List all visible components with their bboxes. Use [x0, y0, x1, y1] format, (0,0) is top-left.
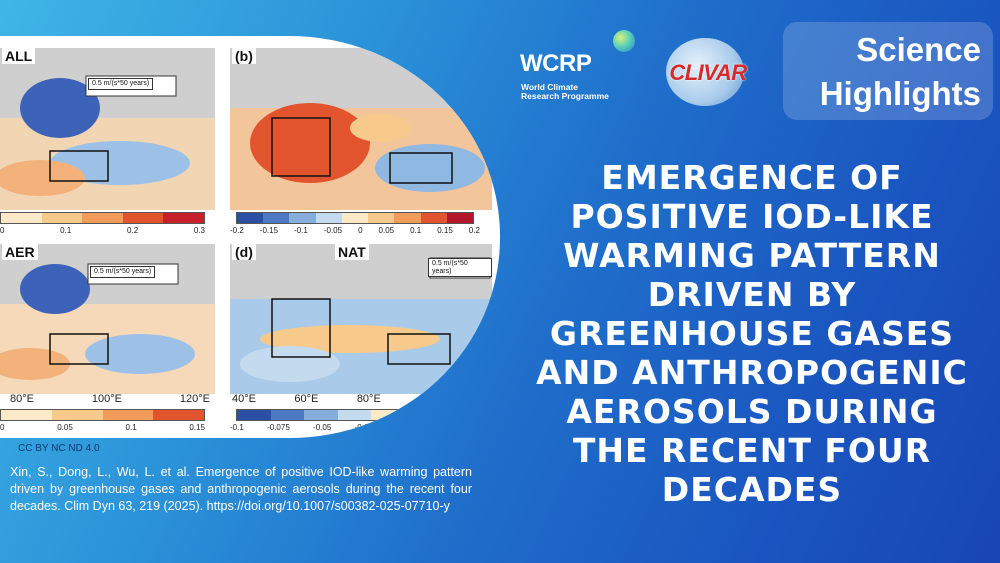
- map-nat-graphic: [230, 244, 492, 394]
- tick: 0.05: [378, 226, 395, 235]
- colorbar-all: [0, 212, 205, 224]
- colorbar-ticks-nat: -0.1 -0.075 -0.05 -0.025 0: [230, 423, 405, 432]
- tick: 0: [0, 226, 5, 235]
- headline-line: AND ANTHROPOGENIC: [536, 353, 968, 392]
- badge-line-highlights: Highlights: [819, 75, 981, 112]
- colorbar-ticks-all: 0 0.1 0.2 0.3: [0, 226, 205, 235]
- colorbar-ghg: [236, 212, 474, 224]
- x-ticks-nat: 40°E 60°E 80°E 100°: [232, 393, 442, 405]
- headline-line: POSITIVE IOD-LIKE: [570, 197, 934, 236]
- panel-tag-aer: AER: [2, 244, 38, 260]
- tick: 0.1: [410, 226, 422, 235]
- tick: 0: [358, 226, 363, 235]
- tick: 0.1: [60, 226, 72, 235]
- headline: EMERGENCE OF POSITIVE IOD-LIKE WARMING P…: [522, 158, 982, 509]
- license-credit: CC BY NC ND 4.0: [18, 443, 100, 454]
- colorbar-ticks-aer: 0 0.05 0.1 0.15: [0, 423, 205, 432]
- wcrp-subtitle: World Climate Research Programme: [521, 83, 609, 101]
- scale-legend-aer: 0.5 m/(s*50 years): [90, 266, 156, 278]
- panel-tag-b: (b): [232, 48, 256, 64]
- tick: 0.2: [127, 226, 139, 235]
- tick: -0.1: [294, 226, 308, 235]
- wcrp-subtitle-line1: World Climate: [521, 82, 578, 92]
- panel-tag-d: (d): [232, 244, 256, 260]
- panel-label-ghg: GHG: [460, 48, 492, 64]
- tick: 0.05: [57, 423, 73, 432]
- tick: 0.1: [125, 423, 137, 432]
- map-panel-ghg: (b) GHG: [230, 48, 492, 210]
- citation-text: Xin, S., Dong, L., Wu, L. et al. Emergen…: [10, 465, 472, 513]
- map-aer-graphic: [0, 244, 215, 394]
- headline-line: AEROSOLS DURING: [566, 392, 938, 431]
- tick: 0.15: [189, 423, 205, 432]
- map-all-graphic: [0, 48, 215, 210]
- tick: 0: [0, 423, 5, 432]
- figure-panel: ALL 0.5 m/(s*50 years) 0 0.1 0.2 0.3 (b)…: [0, 36, 500, 438]
- scale-legend-all: 0.5 m/(s*50 years): [88, 78, 154, 90]
- tick: 100°E: [91, 393, 122, 405]
- tick: -0.1: [230, 423, 244, 432]
- headline-line: THE RECENT FOUR: [572, 431, 932, 470]
- wcrp-logo: WCRP World Climate Research Programme: [520, 30, 640, 105]
- globe-icon: [666, 38, 744, 106]
- wcrp-subtitle-line2: Research Programme: [521, 90, 609, 101]
- wcrp-circle-icon: [613, 30, 635, 52]
- tick: -0.075: [267, 423, 290, 432]
- headline-line: DRIVEN BY: [647, 275, 857, 314]
- tick: 0.15: [437, 226, 453, 235]
- clivar-logo: CLIVAR: [652, 38, 764, 108]
- headline-line: DECADES: [661, 470, 843, 509]
- clivar-wordmark: CLIVAR: [669, 60, 747, 85]
- panel-label-nat: NAT: [335, 244, 369, 260]
- colorbar-aer: [0, 409, 205, 421]
- tick: -0.15: [259, 226, 279, 235]
- tick: 120°E: [179, 393, 210, 405]
- tick: 0.3: [193, 226, 205, 235]
- science-highlights-badge: Science Highlights: [783, 22, 993, 120]
- tick: 80°E: [356, 393, 381, 405]
- tick: -0.2: [230, 226, 244, 235]
- tick: -0.05: [323, 226, 343, 235]
- headline-line: EMERGENCE OF: [601, 158, 903, 197]
- headline-line: WARMING PATTERN: [563, 236, 941, 275]
- scale-legend-nat: 0.5 m/(s*50 years): [428, 258, 492, 278]
- tick: 0.2: [468, 226, 480, 235]
- badge-line-science: Science: [856, 31, 981, 68]
- colorbar-nat: [236, 409, 406, 421]
- tick: -0.025: [354, 423, 378, 432]
- panel-tag-all: ALL: [2, 48, 36, 64]
- tick: 60°E: [294, 393, 319, 405]
- tick: 40°E: [232, 393, 256, 405]
- map-panel-aer: AER 0.5 m/(s*50 years): [0, 244, 215, 394]
- colorbar-ticks-ghg: -0.2 -0.15 -0.1 -0.05 0 0.05 0.1 0.15 0.…: [230, 226, 480, 235]
- tick: 100°: [419, 393, 442, 405]
- headline-line: GREENHOUSE GASES: [549, 314, 955, 353]
- x-ticks-aer: 80°E 100°E 120°E: [10, 393, 210, 405]
- tick: 0: [400, 423, 405, 432]
- tick: -0.05: [313, 423, 332, 432]
- map-panel-nat: (d) NAT 0.5 m/(s*50 years): [230, 244, 492, 394]
- tick: 80°E: [10, 393, 34, 405]
- map-ghg-graphic: [230, 48, 492, 210]
- wcrp-wordmark: WCRP: [520, 50, 592, 77]
- map-panel-all: ALL 0.5 m/(s*50 years): [0, 48, 215, 210]
